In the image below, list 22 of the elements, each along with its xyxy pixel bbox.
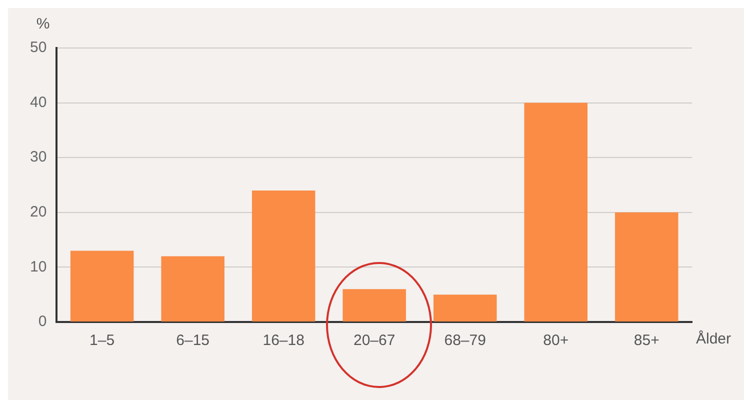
bar xyxy=(614,212,678,322)
x-tick-label: 6–15 xyxy=(176,332,210,350)
x-tick-label: 80+ xyxy=(543,332,569,350)
x-tick-label: 85+ xyxy=(634,332,660,350)
x-tick-label: 1–5 xyxy=(90,332,115,350)
bar xyxy=(524,102,588,322)
x-tick-label: 68–79 xyxy=(444,332,486,350)
bar xyxy=(342,289,406,322)
bar xyxy=(70,250,134,322)
y-tick-label: 0 xyxy=(38,313,47,330)
x-tick-label: 16–18 xyxy=(262,332,304,350)
y-tick-label: 30 xyxy=(30,148,47,166)
bar xyxy=(252,190,316,322)
x-axis-title: Ålder xyxy=(696,330,732,348)
y-tick-label: 20 xyxy=(30,204,47,221)
bar xyxy=(433,294,497,322)
y-tick-label: 40 xyxy=(30,94,47,111)
bar xyxy=(161,256,224,322)
y-tick-label: 10 xyxy=(30,258,47,276)
x-tick-label: 20–67 xyxy=(353,332,396,350)
y-axis-title: % xyxy=(36,16,50,33)
y-tick-label: 50 xyxy=(30,39,47,56)
